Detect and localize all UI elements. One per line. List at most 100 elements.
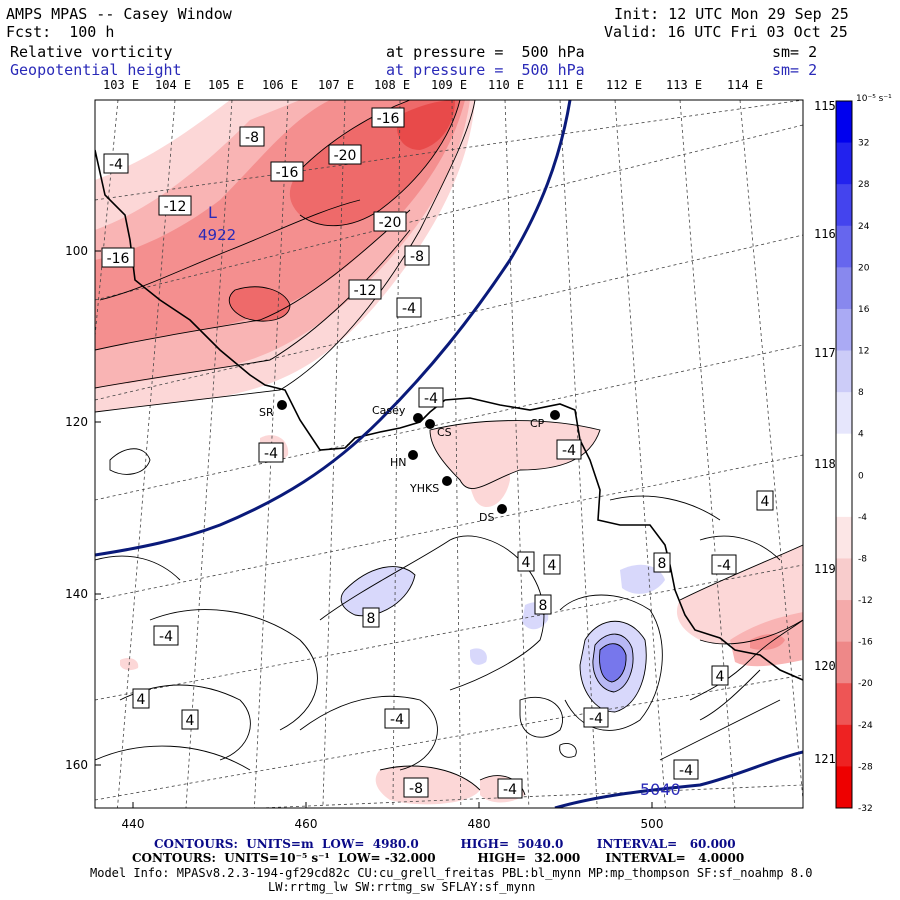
contour-label-box: [181, 709, 199, 730]
contour-label: -8: [409, 781, 423, 797]
map-plot-area: [95, 100, 803, 808]
lon-label: 110 E: [488, 78, 524, 92]
colorbar: 32 28 24 20 16 12 8 4 0 -4 -8 -12 -16 -20 -24 -28 -32: [835, 100, 873, 814]
positive-vorticity-shading: [341, 564, 665, 712]
plot-frame: [94, 99, 804, 809]
colorbar-label: -32: [858, 804, 873, 814]
contour-label: -12: [164, 199, 187, 215]
colorbar-label: -20: [858, 679, 873, 689]
contour-label: 4: [716, 669, 725, 685]
colorbar-swatch: [836, 184, 852, 227]
contour-label-box: [239, 126, 265, 147]
valid-time: Valid: 16 UTC Fri 03 Oct 25: [604, 23, 848, 41]
lon-label: 104 E: [155, 78, 191, 92]
contour-label: 4: [137, 692, 146, 708]
colorbar-swatch: [836, 101, 852, 144]
station-label: DS: [479, 511, 494, 524]
station-hn-marker[interactable]: [408, 450, 418, 460]
top-longitude-labels: 103 E 104 E 105 E 106 E 107 E 108 E 109 …: [103, 78, 763, 92]
colorbar-label: 20: [858, 263, 870, 273]
contour-label: -4: [717, 558, 731, 574]
contour-label: 4: [186, 713, 195, 729]
x-tick-label: 480: [468, 817, 491, 831]
contour-label-box: [384, 708, 410, 729]
station-sr-marker[interactable]: [277, 400, 287, 410]
contour-label-box: [158, 195, 192, 216]
colorbar-label: 16: [858, 305, 870, 315]
station-ds-marker[interactable]: [497, 504, 507, 514]
station-label: Casey: [372, 404, 406, 417]
contour-label-box: [373, 211, 407, 232]
contour-label-box: [153, 625, 179, 646]
colorbar-label: 12: [858, 347, 869, 357]
contour-label-box: [404, 245, 430, 266]
contour-label-box: [673, 759, 699, 780]
x-tick-label: 500: [641, 817, 664, 831]
plot-title: AMPS MPAS -- Casey Window: [6, 5, 232, 23]
colorbar-swatch: [836, 308, 852, 352]
contour-label: -16: [276, 165, 299, 181]
contour-label-box: [497, 778, 523, 799]
y-axis-labels: 100 120 140 160: [65, 244, 88, 772]
colorbar-swatch: [836, 516, 852, 559]
station-label: HN: [390, 456, 407, 469]
contour-label-box: [258, 442, 284, 463]
station-markers: [277, 400, 560, 514]
field1-level: at pressure = 500 hPa: [386, 43, 585, 61]
station-casey-marker[interactable]: [413, 413, 423, 423]
contour-label: 4: [548, 558, 557, 574]
x-tick-label: 460: [295, 817, 318, 831]
station-cp-marker[interactable]: [550, 410, 560, 420]
field1-smoothing: sm= 2: [772, 43, 818, 61]
contour-label: -8: [245, 130, 259, 146]
station-yhks-marker[interactable]: [442, 476, 452, 486]
contour-label: 8: [658, 556, 667, 572]
contour-labels: -16 -8 -4 -20 -16 -12 -20 -16 -8 -12 -4 -4 -4 -4 4 4 4 8 -…: [101, 107, 774, 799]
lon-label: 111 E: [547, 78, 583, 92]
y-tick-label: 100: [65, 244, 88, 258]
field2-smoothing: sm= 2: [772, 61, 818, 79]
forecast-hour: Fcst: 100 h: [6, 23, 115, 41]
station-cs-marker[interactable]: [425, 419, 435, 429]
colorbar-swatch: [836, 350, 852, 393]
field2-name: Geopotential height: [10, 61, 182, 79]
lon-label: 112 E: [606, 78, 642, 92]
contour-label-box: [270, 161, 304, 182]
colorbar-swatch: [836, 766, 852, 809]
lat-lon-grid: [95, 100, 803, 808]
colorbar-label: 4: [858, 430, 864, 440]
contour-label: -20: [334, 148, 357, 164]
contour-label: -4: [424, 391, 438, 407]
colorbar-label: -16: [858, 638, 873, 648]
footer-model-info: Model Info: MPASv8.2.3-194-gf29cd82c CU:…: [90, 866, 813, 880]
colorbar-label: 24: [858, 222, 870, 232]
colorbar-swatch: [836, 558, 852, 601]
footer-vorticity-contours: CONTOURS: UNITS=10⁻⁵ s⁻¹ LOW= -32.000 HI…: [132, 851, 745, 865]
contour-label: -8: [410, 249, 424, 265]
contour-label-box: [534, 594, 552, 615]
axis-ticks: [95, 250, 653, 808]
contour-label: 8: [539, 598, 548, 614]
contour-label: -4: [264, 446, 278, 462]
contour-label: -20: [379, 215, 402, 231]
y-tick-label: 160: [65, 758, 88, 772]
low-center-symbol: L: [208, 203, 217, 222]
lon-label: 109 E: [431, 78, 467, 92]
contour-label-box: [653, 552, 671, 573]
contour-label: 8: [367, 611, 376, 627]
colorbar-swatch: [836, 142, 852, 185]
contour-label: -4: [562, 443, 576, 459]
station-label: CP: [530, 417, 545, 430]
contour-label: 4: [761, 494, 770, 510]
geopotential-height-contours: [95, 100, 803, 808]
contour-label: -12: [354, 283, 377, 299]
contour-label-box: [396, 297, 422, 318]
y-tick-label: 140: [65, 587, 88, 601]
contour-label: -4: [589, 711, 603, 727]
lon-label: 105 E: [208, 78, 244, 92]
y-tick-label: 120: [65, 415, 88, 429]
colorbar-label: 8: [858, 388, 864, 398]
contour-label: -4: [159, 629, 173, 645]
contour-label-box: [101, 247, 135, 268]
contour-label-box: [362, 607, 380, 628]
